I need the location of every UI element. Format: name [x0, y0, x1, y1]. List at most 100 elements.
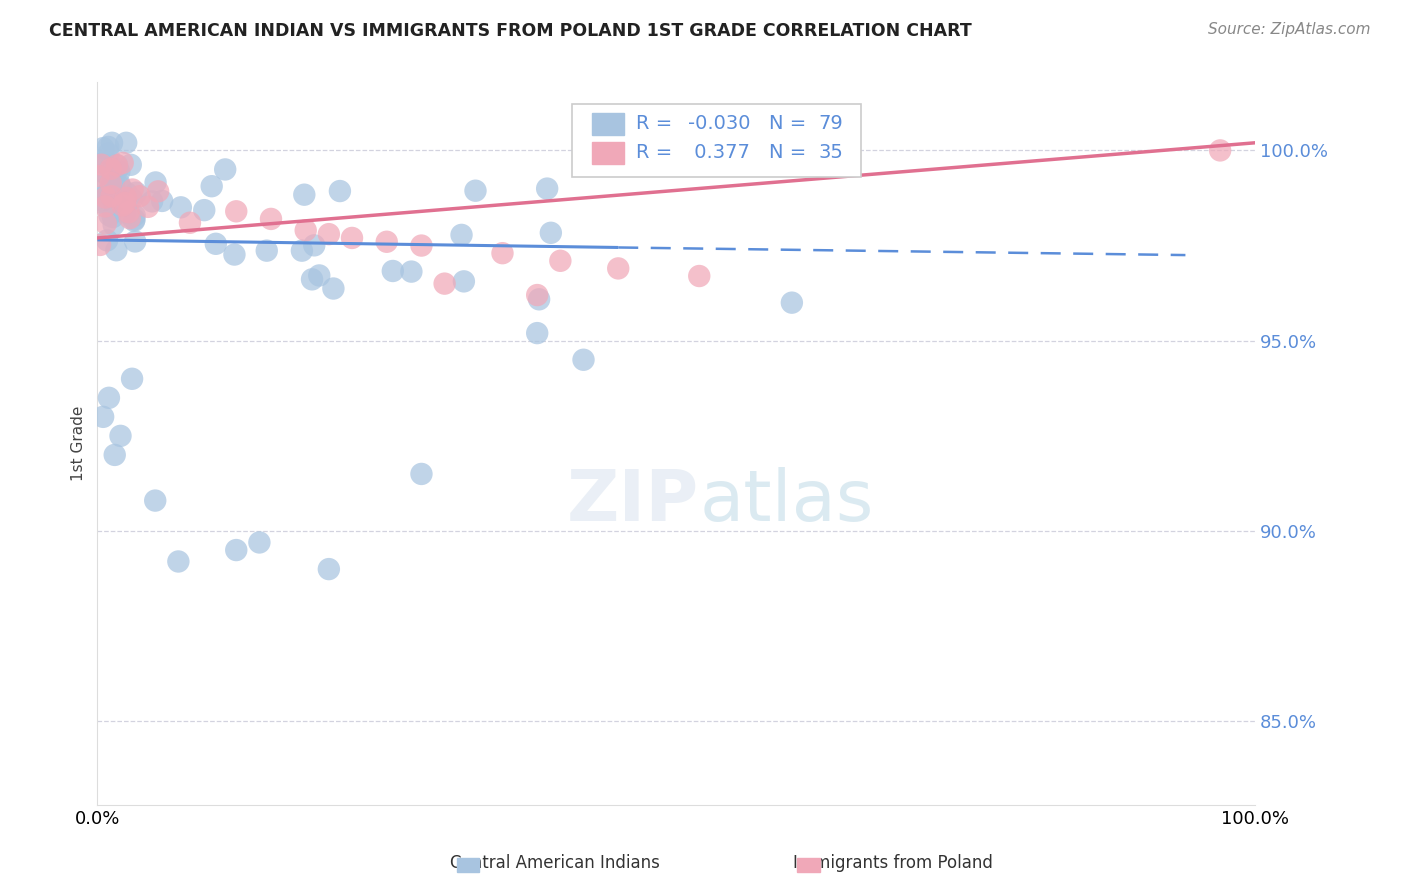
Point — [94, 190, 117, 204]
Point — [114, 205, 136, 219]
Point — [97, 147, 120, 161]
Point — [167, 554, 190, 568]
Point — [491, 246, 513, 260]
Point — [225, 204, 247, 219]
Point — [91, 409, 114, 424]
FancyBboxPatch shape — [592, 142, 624, 163]
Point — [100, 161, 122, 176]
Point — [572, 352, 595, 367]
Text: Source: ZipAtlas.com: Source: ZipAtlas.com — [1208, 22, 1371, 37]
Point — [375, 235, 398, 249]
Point — [110, 429, 132, 443]
Point — [145, 176, 167, 190]
Text: -0.030: -0.030 — [688, 113, 751, 133]
Point — [411, 238, 433, 252]
Point — [1209, 144, 1232, 158]
Text: R =: R = — [636, 143, 678, 161]
Point — [105, 158, 128, 172]
Point — [97, 140, 120, 154]
Point — [318, 562, 340, 576]
Point — [103, 182, 125, 196]
Point — [114, 196, 136, 211]
Point — [224, 247, 246, 261]
Point — [101, 210, 124, 224]
Point — [100, 173, 122, 187]
Point — [111, 198, 134, 212]
Point — [247, 535, 270, 549]
Point — [146, 185, 169, 199]
Point — [115, 136, 138, 150]
Point — [124, 212, 146, 227]
Point — [550, 253, 572, 268]
Point — [107, 162, 129, 177]
Point — [98, 208, 121, 222]
Point — [340, 231, 363, 245]
Text: 79: 79 — [818, 113, 844, 133]
Point — [292, 187, 315, 202]
Point — [96, 155, 118, 169]
Point — [526, 288, 548, 302]
Point — [98, 181, 121, 195]
Point — [120, 158, 142, 172]
Point — [103, 169, 125, 183]
Text: R =: R = — [636, 113, 678, 133]
Point — [97, 391, 120, 405]
Point — [260, 211, 283, 226]
Point — [214, 162, 236, 177]
Point — [193, 203, 215, 218]
Point — [89, 195, 111, 210]
Point — [89, 238, 111, 252]
Point — [124, 209, 146, 223]
Text: ZIP: ZIP — [567, 467, 699, 536]
Point — [91, 141, 114, 155]
Point — [121, 182, 143, 196]
Point — [89, 179, 111, 194]
Point — [536, 181, 558, 195]
Point — [301, 272, 323, 286]
Text: 0.377: 0.377 — [688, 143, 749, 161]
Point — [103, 170, 125, 185]
Y-axis label: 1st Grade: 1st Grade — [72, 406, 86, 481]
Point — [94, 217, 117, 231]
Point — [291, 244, 314, 258]
Point — [401, 264, 423, 278]
Point — [94, 199, 117, 213]
Point — [170, 200, 193, 214]
Point — [100, 176, 122, 190]
Point — [464, 184, 486, 198]
Point — [115, 191, 138, 205]
Point — [103, 175, 125, 189]
FancyBboxPatch shape — [572, 103, 862, 178]
Point — [141, 194, 163, 209]
Point — [453, 274, 475, 288]
Point — [329, 184, 352, 198]
Point — [304, 238, 326, 252]
Point — [411, 467, 433, 481]
Point — [527, 293, 550, 307]
Text: Central American Indians: Central American Indians — [450, 855, 661, 872]
FancyBboxPatch shape — [592, 113, 624, 135]
Point — [450, 227, 472, 242]
Point — [381, 264, 404, 278]
Point — [115, 186, 138, 200]
Point — [90, 193, 112, 207]
Point — [104, 448, 127, 462]
Point — [128, 189, 150, 203]
Point — [90, 158, 112, 172]
Point — [108, 165, 131, 179]
Point — [607, 261, 630, 276]
Point — [103, 195, 125, 210]
Point — [118, 205, 141, 219]
Point — [100, 189, 122, 203]
Point — [433, 277, 456, 291]
Point — [294, 223, 316, 237]
Point — [688, 268, 710, 283]
Point — [121, 372, 143, 386]
Text: N =: N = — [769, 113, 813, 133]
Point — [201, 179, 224, 194]
Point — [143, 493, 166, 508]
Point — [103, 218, 125, 232]
Point — [101, 136, 124, 150]
Point — [114, 191, 136, 205]
Point — [540, 226, 562, 240]
